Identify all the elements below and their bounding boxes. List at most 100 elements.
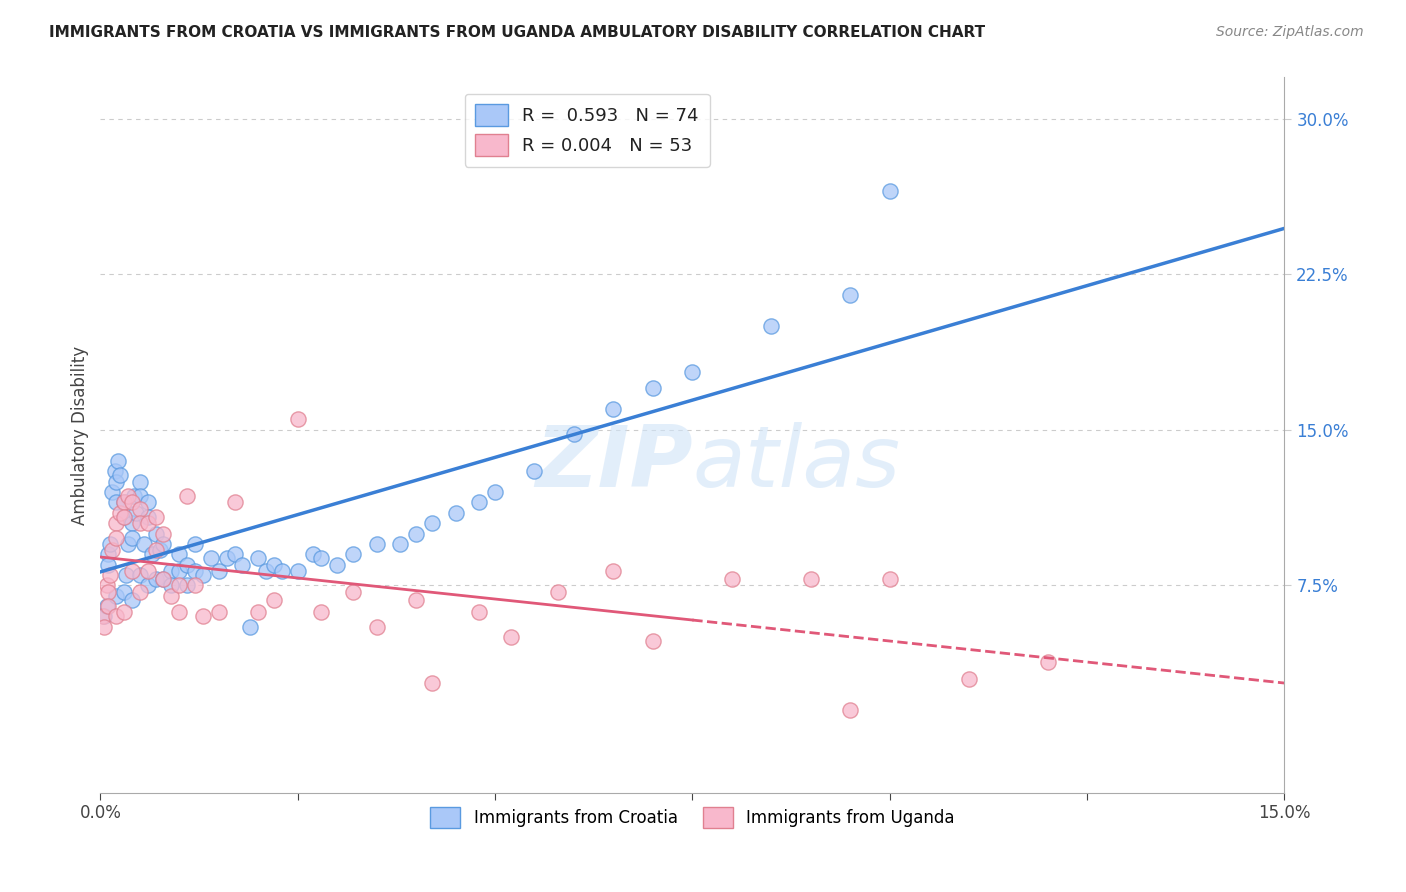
Point: [191, 568, 214, 582]
Point: [105, 495, 128, 509]
Point: [121, 592, 143, 607]
Point: [200, 551, 222, 566]
Point: [721, 572, 744, 586]
Point: [271, 564, 294, 578]
Point: [839, 703, 862, 717]
Point: [366, 620, 388, 634]
Point: [176, 558, 198, 572]
Point: [112, 495, 135, 509]
Point: [97, 584, 120, 599]
Point: [342, 584, 364, 599]
Point: [122, 489, 145, 503]
Point: [562, 427, 585, 442]
Point: [108, 468, 131, 483]
Point: [108, 506, 131, 520]
Point: [169, 564, 191, 578]
Point: [176, 578, 198, 592]
Point: [224, 547, 246, 561]
Point: [405, 592, 427, 607]
Point: [208, 605, 231, 619]
Point: [105, 609, 128, 624]
Point: [184, 578, 207, 592]
Point: [1036, 655, 1059, 669]
Point: [160, 578, 183, 592]
Point: [117, 537, 139, 551]
Point: [231, 558, 253, 572]
Point: [326, 558, 349, 572]
Point: [879, 572, 901, 586]
Point: [114, 568, 136, 582]
Point: [247, 605, 270, 619]
Point: [169, 605, 191, 619]
Point: [121, 516, 143, 530]
Point: [125, 506, 148, 520]
Point: [311, 605, 333, 619]
Point: [302, 547, 325, 561]
Point: [107, 454, 129, 468]
Point: [208, 564, 231, 578]
Text: Source: ZipAtlas.com: Source: ZipAtlas.com: [1216, 25, 1364, 39]
Point: [128, 489, 150, 503]
Point: [176, 489, 198, 503]
Point: [169, 578, 191, 592]
Point: [839, 288, 862, 302]
Point: [112, 584, 135, 599]
Point: [184, 537, 207, 551]
Point: [957, 672, 980, 686]
Point: [152, 572, 174, 586]
Point: [145, 572, 167, 586]
Point: [602, 402, 624, 417]
Point: [96, 599, 118, 613]
Point: [389, 537, 412, 551]
Point: [112, 510, 135, 524]
Point: [641, 381, 664, 395]
Point: [101, 485, 124, 500]
Point: [121, 564, 143, 578]
Point: [148, 543, 170, 558]
Point: [112, 605, 135, 619]
Point: [239, 620, 262, 634]
Point: [523, 464, 546, 478]
Point: [136, 495, 159, 509]
Y-axis label: Ambulatory Disability: Ambulatory Disability: [72, 345, 89, 524]
Point: [103, 464, 125, 478]
Point: [169, 547, 191, 561]
Point: [136, 564, 159, 578]
Point: [93, 609, 115, 624]
Point: [93, 620, 115, 634]
Point: [97, 547, 120, 561]
Point: [879, 185, 901, 199]
Point: [121, 531, 143, 545]
Point: [342, 547, 364, 561]
Point: [420, 675, 443, 690]
Point: [112, 510, 135, 524]
Point: [136, 510, 159, 524]
Point: [405, 526, 427, 541]
Point: [311, 551, 333, 566]
Point: [105, 475, 128, 489]
Point: [800, 572, 823, 586]
Point: [98, 537, 121, 551]
Point: [160, 564, 183, 578]
Point: [128, 501, 150, 516]
Point: [254, 564, 277, 578]
Point: [499, 630, 522, 644]
Point: [191, 609, 214, 624]
Point: [132, 537, 155, 551]
Point: [128, 584, 150, 599]
Point: [287, 564, 309, 578]
Point: [160, 589, 183, 603]
Point: [105, 589, 128, 603]
Point: [468, 495, 491, 509]
Point: [263, 558, 285, 572]
Point: [420, 516, 443, 530]
Point: [105, 531, 128, 545]
Point: [152, 537, 174, 551]
Point: [641, 634, 664, 648]
Point: [247, 551, 270, 566]
Point: [105, 516, 128, 530]
Point: [145, 526, 167, 541]
Point: [141, 547, 163, 561]
Point: [152, 526, 174, 541]
Point: [224, 495, 246, 509]
